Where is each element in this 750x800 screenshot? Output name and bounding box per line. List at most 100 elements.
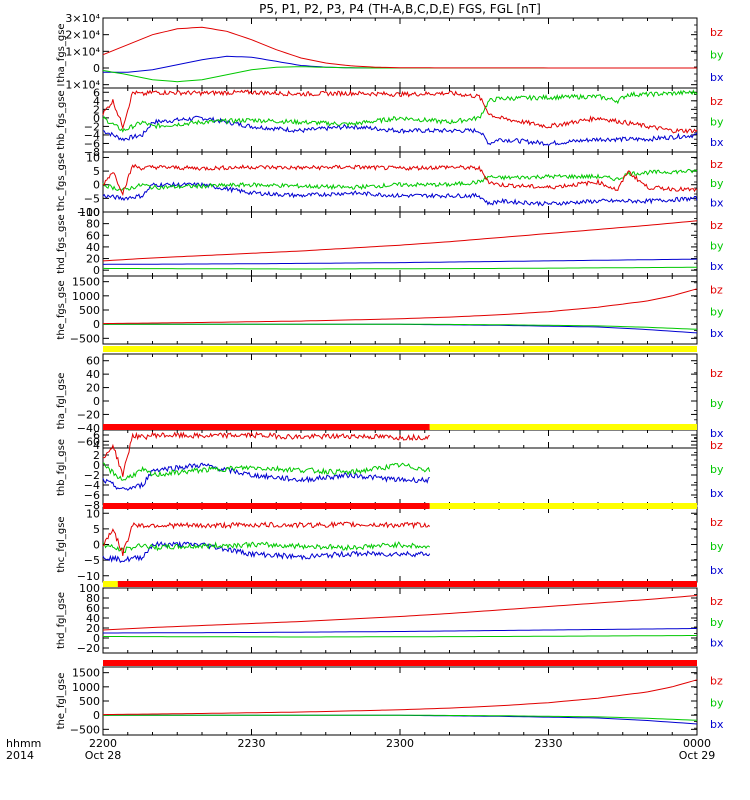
y-tick-label: 10 <box>86 151 100 164</box>
legend-bz: bz <box>710 675 723 688</box>
y-tick-label: 20 <box>86 253 100 266</box>
legend-bx: bx <box>710 71 724 84</box>
y-tick-label: −500 <box>70 332 100 345</box>
y-tick-label: 80 <box>86 592 100 605</box>
series-bz <box>102 89 698 134</box>
status-segment <box>429 503 697 509</box>
y-axis-label: thc_fgs_gse <box>56 153 67 212</box>
series-bz <box>102 163 698 197</box>
series-bx <box>102 540 431 563</box>
legend-bx: bx <box>710 260 724 273</box>
status-bar <box>103 660 697 666</box>
series-by <box>102 168 698 192</box>
legend-by: by <box>710 305 724 318</box>
x-row-label-time: hhmm <box>6 737 41 750</box>
series-bx <box>103 714 698 725</box>
y-axis-label: thb_fgl_gse <box>56 439 67 496</box>
series-by <box>103 635 697 638</box>
legend-by: by <box>710 177 724 190</box>
series-bx <box>102 258 698 265</box>
series-by <box>102 462 431 481</box>
y-tick-label: 4 <box>93 439 100 452</box>
series-bx <box>103 323 698 334</box>
status-segment <box>103 424 430 430</box>
y-tick-label: 500 <box>79 695 100 708</box>
y-axis-label: thb_fgs_gse <box>56 90 67 149</box>
y-tick-label: 60 <box>86 355 100 368</box>
legend-bz: bz <box>710 26 723 39</box>
legend-by: by <box>710 696 724 709</box>
x-tick-date-label: Oct 28 <box>85 749 122 762</box>
y-axis-label: thd_fgs_gse <box>56 214 67 273</box>
y-tick-label: −1×10⁴ <box>56 79 100 92</box>
legend-bx: bx <box>710 196 724 209</box>
panel-frame <box>102 587 698 654</box>
panel-frame <box>102 17 698 89</box>
y-tick-label: 40 <box>86 241 100 254</box>
legend-bz: bz <box>710 367 723 380</box>
series-bz <box>102 220 698 262</box>
series-bz <box>102 679 698 716</box>
y-tick-label: 5 <box>93 165 100 178</box>
y-tick-label: −4 <box>84 479 100 492</box>
legend-by: by <box>710 239 724 252</box>
y-tick-label: −2 <box>84 120 100 133</box>
legend-bz: bz <box>710 158 723 171</box>
legend-bz: bz <box>710 284 723 297</box>
y-tick-label: 1000 <box>72 290 100 303</box>
panel-frame <box>102 151 698 213</box>
status-segment <box>103 581 118 587</box>
panel-frame <box>102 275 698 345</box>
y-tick-label: 5 <box>93 523 100 536</box>
series-by <box>102 66 697 83</box>
y-tick-label: −6 <box>84 137 100 150</box>
y-tick-label: 1500 <box>72 667 100 680</box>
x-row-label-year: 2014 <box>6 749 34 762</box>
y-tick-label: −500 <box>70 723 100 736</box>
y-tick-label: 0 <box>93 395 100 408</box>
y-tick-label: 1000 <box>72 681 100 694</box>
y-tick-label: 10 <box>86 507 100 520</box>
legend-bz: bz <box>710 595 723 608</box>
series-bx <box>103 628 697 634</box>
series-by <box>102 541 431 554</box>
panel-frame <box>102 211 698 277</box>
y-tick-label: 0 <box>93 112 100 125</box>
y-tick-label: −8 <box>84 146 100 159</box>
series-bz <box>102 520 431 556</box>
y-axis-label: the_fgl_gse <box>56 673 67 730</box>
legend-by: by <box>710 397 724 410</box>
series-by <box>103 714 698 721</box>
y-tick-label: −4 <box>84 129 100 142</box>
y-tick-label: 2×10⁴ <box>65 29 100 42</box>
legend-bx: bx <box>710 136 724 149</box>
y-tick-label: −2 <box>84 469 100 482</box>
y-tick-label: −20 <box>77 642 100 655</box>
series-by <box>102 89 698 133</box>
legend-by: by <box>710 463 724 476</box>
series-by <box>102 266 697 270</box>
legend-by: by <box>710 115 724 128</box>
legend-by: by <box>710 540 724 553</box>
y-tick-label: 0 <box>93 318 100 331</box>
y-axis-label: thc_fgl_gse <box>56 516 67 572</box>
y-tick-label: 6 <box>93 86 100 99</box>
legend-bx: bx <box>710 327 724 340</box>
y-tick-label: 0 <box>93 709 100 722</box>
y-tick-label: 40 <box>86 612 100 625</box>
y-tick-label: −8 <box>84 499 100 512</box>
y-tick-label: 0 <box>93 539 100 552</box>
y-tick-label: 80 <box>86 218 100 231</box>
x-tick-label: 2300 <box>386 737 414 750</box>
x-tick-label: 2330 <box>535 737 563 750</box>
y-tick-label: 4 <box>93 95 100 108</box>
y-tick-label: 3×10⁴ <box>65 12 100 25</box>
legend-bz: bz <box>710 439 723 452</box>
y-axis-label: tha_fgs_gse <box>56 23 67 82</box>
series-bz <box>102 595 698 631</box>
